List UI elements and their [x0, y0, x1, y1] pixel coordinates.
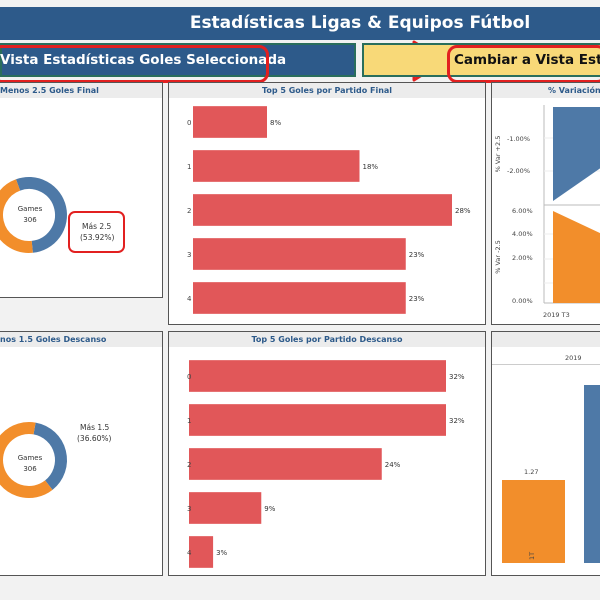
- switch-view-label: Cambiar a Vista Est: [454, 52, 600, 68]
- variation-tick-lower-3: 2.00%: [512, 254, 533, 262]
- highlight-ring-current: [0, 45, 269, 83]
- variation-tick-upper-1: -1.00%: [507, 135, 530, 143]
- bar-category-label: 2: [187, 207, 191, 215]
- donut-slice-1: [0, 422, 53, 498]
- bar-value-label: 8%: [270, 119, 281, 127]
- bar-3: [193, 238, 406, 270]
- bar-value-label: 28%: [455, 207, 471, 215]
- variation-tick-lower-1: 6.00%: [512, 207, 533, 215]
- year-bar-value: 1.27: [524, 468, 539, 476]
- bar-0: [193, 106, 267, 138]
- current-view-button[interactable]: [0, 43, 356, 77]
- bar-4: [193, 282, 406, 314]
- top5-final-title: Top 5 Goles por Partido Final: [261, 86, 393, 95]
- donut-slice-1: [0, 179, 33, 253]
- bar-category-label: 2: [187, 461, 191, 469]
- bar-category-label: 3: [187, 505, 191, 513]
- variation-tick-lower-4: 0.00%: [512, 297, 533, 305]
- panel-donut-final: [0, 82, 163, 298]
- variation-lower-axis-label: % Var -2.5: [494, 240, 502, 274]
- variation-tick-upper-2: -2.00%: [507, 167, 530, 175]
- donut-half-annotation-1: Más 1.5: [80, 423, 110, 432]
- current-view-label: Vista Estadísticas Goles Seleccionada: [0, 52, 287, 68]
- donut-half: [0, 422, 67, 498]
- variation-lower-area: [553, 211, 600, 303]
- donut-half-center-label: Games: [17, 454, 43, 462]
- donut-final-title: Menos 2.5 Goles Final: [0, 86, 99, 95]
- bar-value-label: 32%: [449, 373, 465, 381]
- bar-value-label: 24%: [385, 461, 401, 469]
- bar-1: [193, 150, 360, 182]
- variation-tick-lower-2: 4.00%: [512, 230, 533, 238]
- dashboard-title: Estadísticas Ligas & Equipos Fútbol: [189, 13, 531, 33]
- bar-value-label: 23%: [409, 295, 425, 303]
- year-header: 2019: [565, 354, 582, 362]
- donut-final-center-value: 306: [23, 216, 37, 224]
- bar-4: [189, 536, 214, 568]
- bar-category-label: 4: [187, 295, 192, 303]
- variation-x-label: 2019 T3: [543, 311, 570, 319]
- donut-final-annotation-2: (53.92%): [80, 233, 115, 242]
- donut-half-title: nos 1.5 Goles Descanso: [0, 335, 107, 344]
- donut-slice-0: [16, 177, 67, 253]
- variation-upper-area: [553, 107, 600, 201]
- bar-category-label: 1: [187, 417, 191, 425]
- highlight-ring-switch: [447, 45, 600, 83]
- bar-value-label: 9%: [264, 505, 275, 513]
- year-bar-orange: [502, 480, 565, 563]
- switch-view-button[interactable]: [362, 43, 600, 77]
- year-bar-blue: [584, 385, 600, 563]
- donut-final-annotation-1: Más 2.5: [82, 222, 112, 231]
- donut-slice-0: [33, 422, 67, 490]
- bar-category-label: 3: [187, 251, 191, 259]
- donut-half-annotation-2: (36.60%): [77, 434, 112, 443]
- year-x-label: 1T: [528, 551, 537, 561]
- bar-value-label: 32%: [449, 417, 465, 425]
- annotation-highlight-ring: [68, 211, 125, 253]
- bar-0: [189, 360, 446, 392]
- bar-category-label: 0: [187, 373, 191, 381]
- donut-half-center-value: 306: [23, 465, 37, 473]
- bar-value-label: 3%: [216, 549, 227, 557]
- top5-final-chart: 0 8% 1 18% 2 28% 3 23% 4 23%: [187, 106, 471, 314]
- top5-half-chart: 0 32% 1 32% 2 24% 3 9% 4 3%: [187, 360, 465, 568]
- bar-value-label: 23%: [409, 251, 425, 259]
- bar-1: [189, 404, 446, 436]
- bar-3: [189, 492, 262, 524]
- header-bar: [0, 7, 600, 40]
- variation-title: % Variación: [548, 86, 600, 95]
- variation-upper-axis-label: % Var +2.5: [494, 135, 502, 173]
- bar-category-label: 4: [187, 549, 192, 557]
- variation-chart: [543, 105, 600, 304]
- bar-value-label: 18%: [363, 163, 379, 171]
- donut-final-center-label: Games: [17, 205, 43, 213]
- bar-2: [189, 448, 382, 480]
- panel-donut-half: [0, 331, 163, 576]
- bar-2: [193, 194, 452, 226]
- bar-category-label: 0: [187, 119, 191, 127]
- donut-final: [0, 177, 67, 253]
- bar-category-label: 1: [187, 163, 191, 171]
- top5-half-title: Top 5 Goles por Partido Descanso: [251, 335, 403, 344]
